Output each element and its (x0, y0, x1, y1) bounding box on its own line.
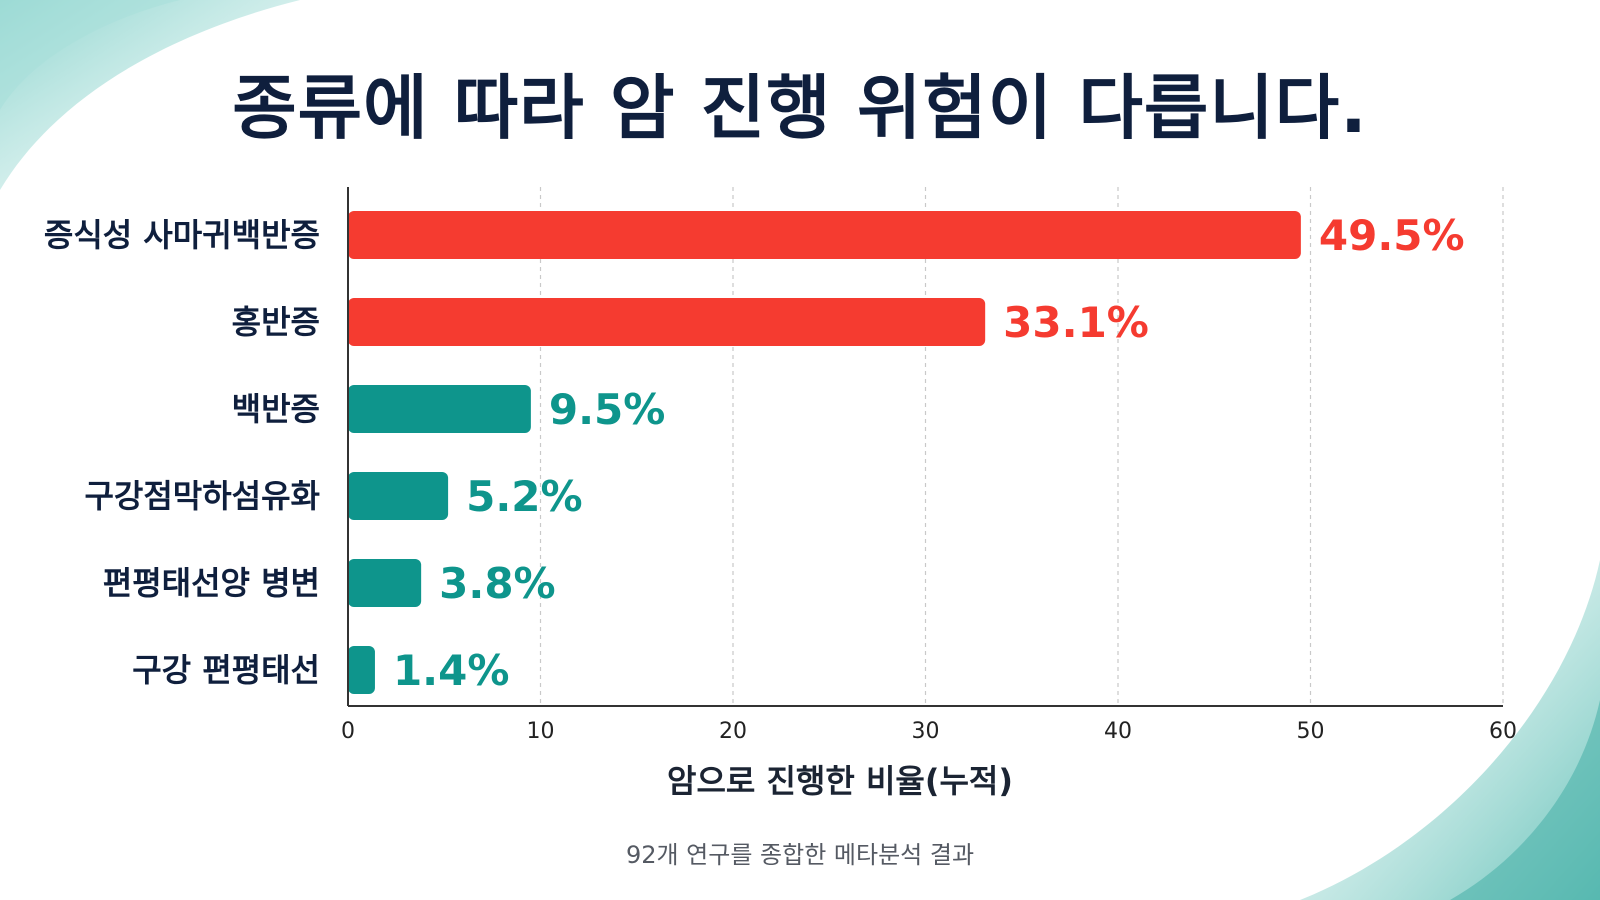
category-label: 홍반증 (232, 303, 320, 341)
bar (348, 385, 531, 433)
category-label: 구강점막하섬유화 (84, 477, 320, 515)
category-label: 구강 편평태선 (132, 651, 320, 689)
category-label: 증식성 사마귀백반증 (44, 216, 320, 254)
bar-value-label: 9.5% (549, 385, 665, 434)
bar (348, 646, 375, 694)
bar (348, 298, 986, 346)
bar-value-label: 49.5% (1319, 211, 1465, 260)
x-tick-label: 0 (341, 719, 355, 744)
x-tick-label: 20 (719, 719, 747, 744)
x-axis-label: 암으로 진행한 비율(누적) (667, 762, 1013, 800)
bar (348, 559, 422, 607)
bar-value-label: 5.2% (466, 472, 582, 521)
bar (348, 472, 449, 520)
bar-value-label: 33.1% (1003, 298, 1149, 347)
category-label: 백반증 (232, 390, 320, 428)
x-tick-label: 40 (1104, 719, 1132, 744)
x-tick-label: 10 (527, 719, 555, 744)
source-note: 92개 연구를 종합한 메타분석 결과 (625, 841, 975, 869)
category-label: 편평태선양 병변 (103, 564, 320, 602)
x-tick-label: 60 (1489, 719, 1517, 744)
x-tick-label: 50 (1297, 719, 1325, 744)
bar-value-label: 1.4% (393, 646, 509, 695)
x-tick-label: 30 (912, 719, 940, 744)
bar-value-label: 3.8% (439, 559, 555, 608)
page-title: 종류에 따라 암 진행 위험이 다릅니다. (232, 67, 1368, 149)
bar (348, 211, 1301, 259)
